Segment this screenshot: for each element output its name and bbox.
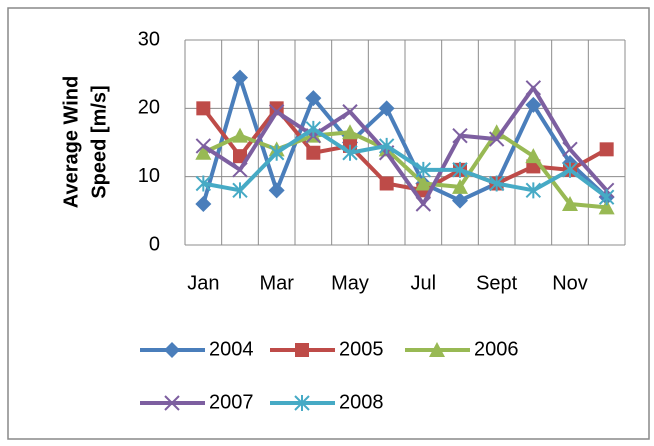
marker <box>342 104 358 120</box>
marker <box>452 178 468 194</box>
marker <box>379 176 394 191</box>
marker <box>268 182 285 199</box>
marker <box>164 342 180 358</box>
legend-label: 2007 <box>209 391 254 413</box>
marker <box>562 161 578 178</box>
marker <box>525 96 542 113</box>
marker <box>525 148 542 164</box>
marker <box>415 175 432 191</box>
marker <box>232 162 248 178</box>
x-tick-label: Mar <box>259 272 294 294</box>
marker <box>415 161 432 178</box>
legend-label: 2006 <box>474 338 519 360</box>
marker <box>164 395 180 411</box>
chart-frame <box>7 7 650 440</box>
marker <box>232 69 248 86</box>
marker <box>196 101 211 116</box>
marker <box>562 141 578 158</box>
x-tick-label: Nov <box>552 272 588 294</box>
legend-item: 2004 <box>140 338 254 360</box>
marker <box>195 196 212 212</box>
marker <box>294 395 310 411</box>
x-tick-label: May <box>331 272 369 294</box>
marker <box>598 189 615 206</box>
x-tick-label: Jul <box>411 272 437 294</box>
legend-item: 2008 <box>270 391 384 413</box>
marker <box>342 124 358 140</box>
legend-label: 2005 <box>339 338 384 360</box>
legend-label: 2008 <box>339 391 384 413</box>
marker <box>268 104 285 120</box>
marker <box>305 90 322 107</box>
legend-item: 2007 <box>140 391 254 413</box>
y-tick-label: 10 <box>138 165 160 187</box>
marker <box>452 127 468 144</box>
y-tick-label: 0 <box>149 233 160 255</box>
marker <box>415 196 432 212</box>
marker <box>452 161 468 178</box>
marker <box>195 175 212 192</box>
marker <box>599 142 614 157</box>
marker <box>342 144 358 161</box>
marker <box>295 343 309 357</box>
series-line <box>202 85 609 206</box>
marker <box>378 137 395 154</box>
x-tick-label: Jan <box>187 272 219 294</box>
marker <box>525 182 542 199</box>
marker <box>488 131 505 147</box>
legend-label: 2004 <box>209 338 254 360</box>
x-tick-label: Sept <box>476 272 518 294</box>
marker <box>598 199 615 215</box>
marker <box>378 100 395 117</box>
marker <box>233 149 247 164</box>
y-tick-label: 30 <box>138 28 160 50</box>
marker <box>232 182 248 199</box>
marker <box>232 127 248 143</box>
y-axis-label-line: Average Wind <box>60 76 82 208</box>
marker <box>452 192 468 209</box>
marker <box>305 120 322 137</box>
legend-item: 2005 <box>270 338 384 360</box>
marker <box>268 144 285 161</box>
y-tick-label: 20 <box>138 97 160 119</box>
y-axis-label-line: Speed [m/s] <box>88 85 110 198</box>
marker <box>306 145 321 160</box>
marker <box>429 342 445 357</box>
marker <box>195 138 212 154</box>
series-line <box>201 75 609 205</box>
marker <box>195 144 212 160</box>
marker <box>525 80 542 96</box>
y-axis-label: Average Wind Speed [m/s] <box>60 76 110 208</box>
marker <box>562 196 578 211</box>
legend-item: 2006 <box>405 338 519 360</box>
marker <box>488 175 505 192</box>
